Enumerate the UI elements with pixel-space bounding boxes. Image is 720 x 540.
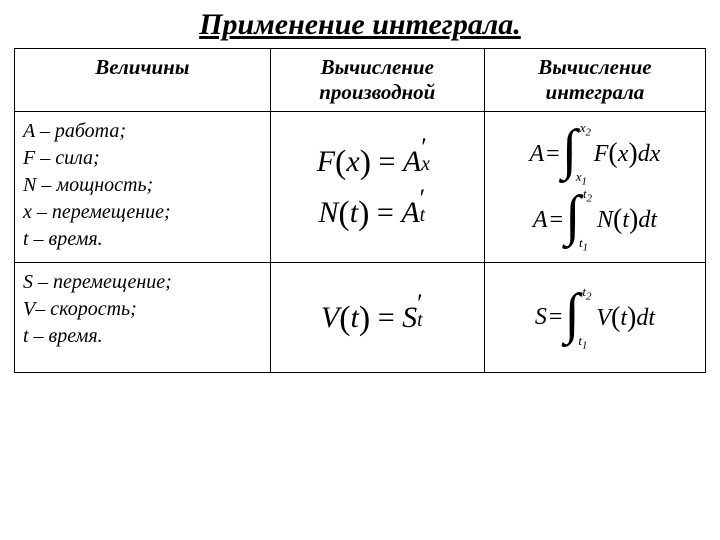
- table-row: A – работа; F – сила; N – мощность; x – …: [15, 112, 706, 263]
- integral-sign-icon: ∫ t2 t1: [565, 190, 593, 250]
- table-row: S – перемещение; V– скорость; t – время.…: [15, 263, 706, 373]
- formula-S-int-V: S= ∫ t2 t1 V(t)dt: [493, 288, 697, 348]
- integral-cell-2: S= ∫ t2 t1 V(t)dt: [484, 263, 705, 373]
- header-integral: Вычисление интеграла: [484, 49, 705, 112]
- formula-A-int-N: A= ∫ t2 t1 N(t)dt: [493, 190, 697, 250]
- def-line: t – время.: [23, 323, 262, 350]
- integral-sign-icon: ∫ x2 x1: [562, 124, 590, 184]
- def-line: S – перемещение;: [23, 269, 262, 296]
- formula-N-eq-Aprime: N(t) = A′t: [279, 192, 476, 233]
- integral-table: Величины Вычисление производной Вычислен…: [14, 48, 706, 373]
- page-title: Применение интеграла.: [14, 8, 706, 42]
- header-quantities: Величины: [15, 49, 271, 112]
- integral-cell-1: A= ∫ x2 x1 F(x)dx A= ∫ t2 t1 N(t)dt: [484, 112, 705, 263]
- header-row: Величины Вычисление производной Вычислен…: [15, 49, 706, 112]
- header-derivative: Вычисление производной: [270, 49, 484, 112]
- definitions-cell-1: A – работа; F – сила; N – мощность; x – …: [15, 112, 271, 263]
- derivative-cell-2: V(t) = S′t: [270, 263, 484, 373]
- def-line: A – работа;: [23, 118, 262, 145]
- formula-A-int-F: A= ∫ x2 x1 F(x)dx: [493, 124, 697, 184]
- formula-F-eq-Aprime: F(x) = A′x: [279, 141, 476, 182]
- def-line: V– скорость;: [23, 296, 262, 323]
- def-line: x – перемещение;: [23, 199, 262, 226]
- def-line: N – мощность;: [23, 172, 262, 199]
- integral-sign-icon: ∫ t2 t1: [564, 288, 592, 348]
- def-line: F – сила;: [23, 145, 262, 172]
- derivative-cell-1: F(x) = A′x N(t) = A′t: [270, 112, 484, 263]
- definitions-cell-2: S – перемещение; V– скорость; t – время.: [15, 263, 271, 373]
- def-line: t – время.: [23, 226, 262, 253]
- formula-V-eq-Sprime: V(t) = S′t: [279, 297, 476, 338]
